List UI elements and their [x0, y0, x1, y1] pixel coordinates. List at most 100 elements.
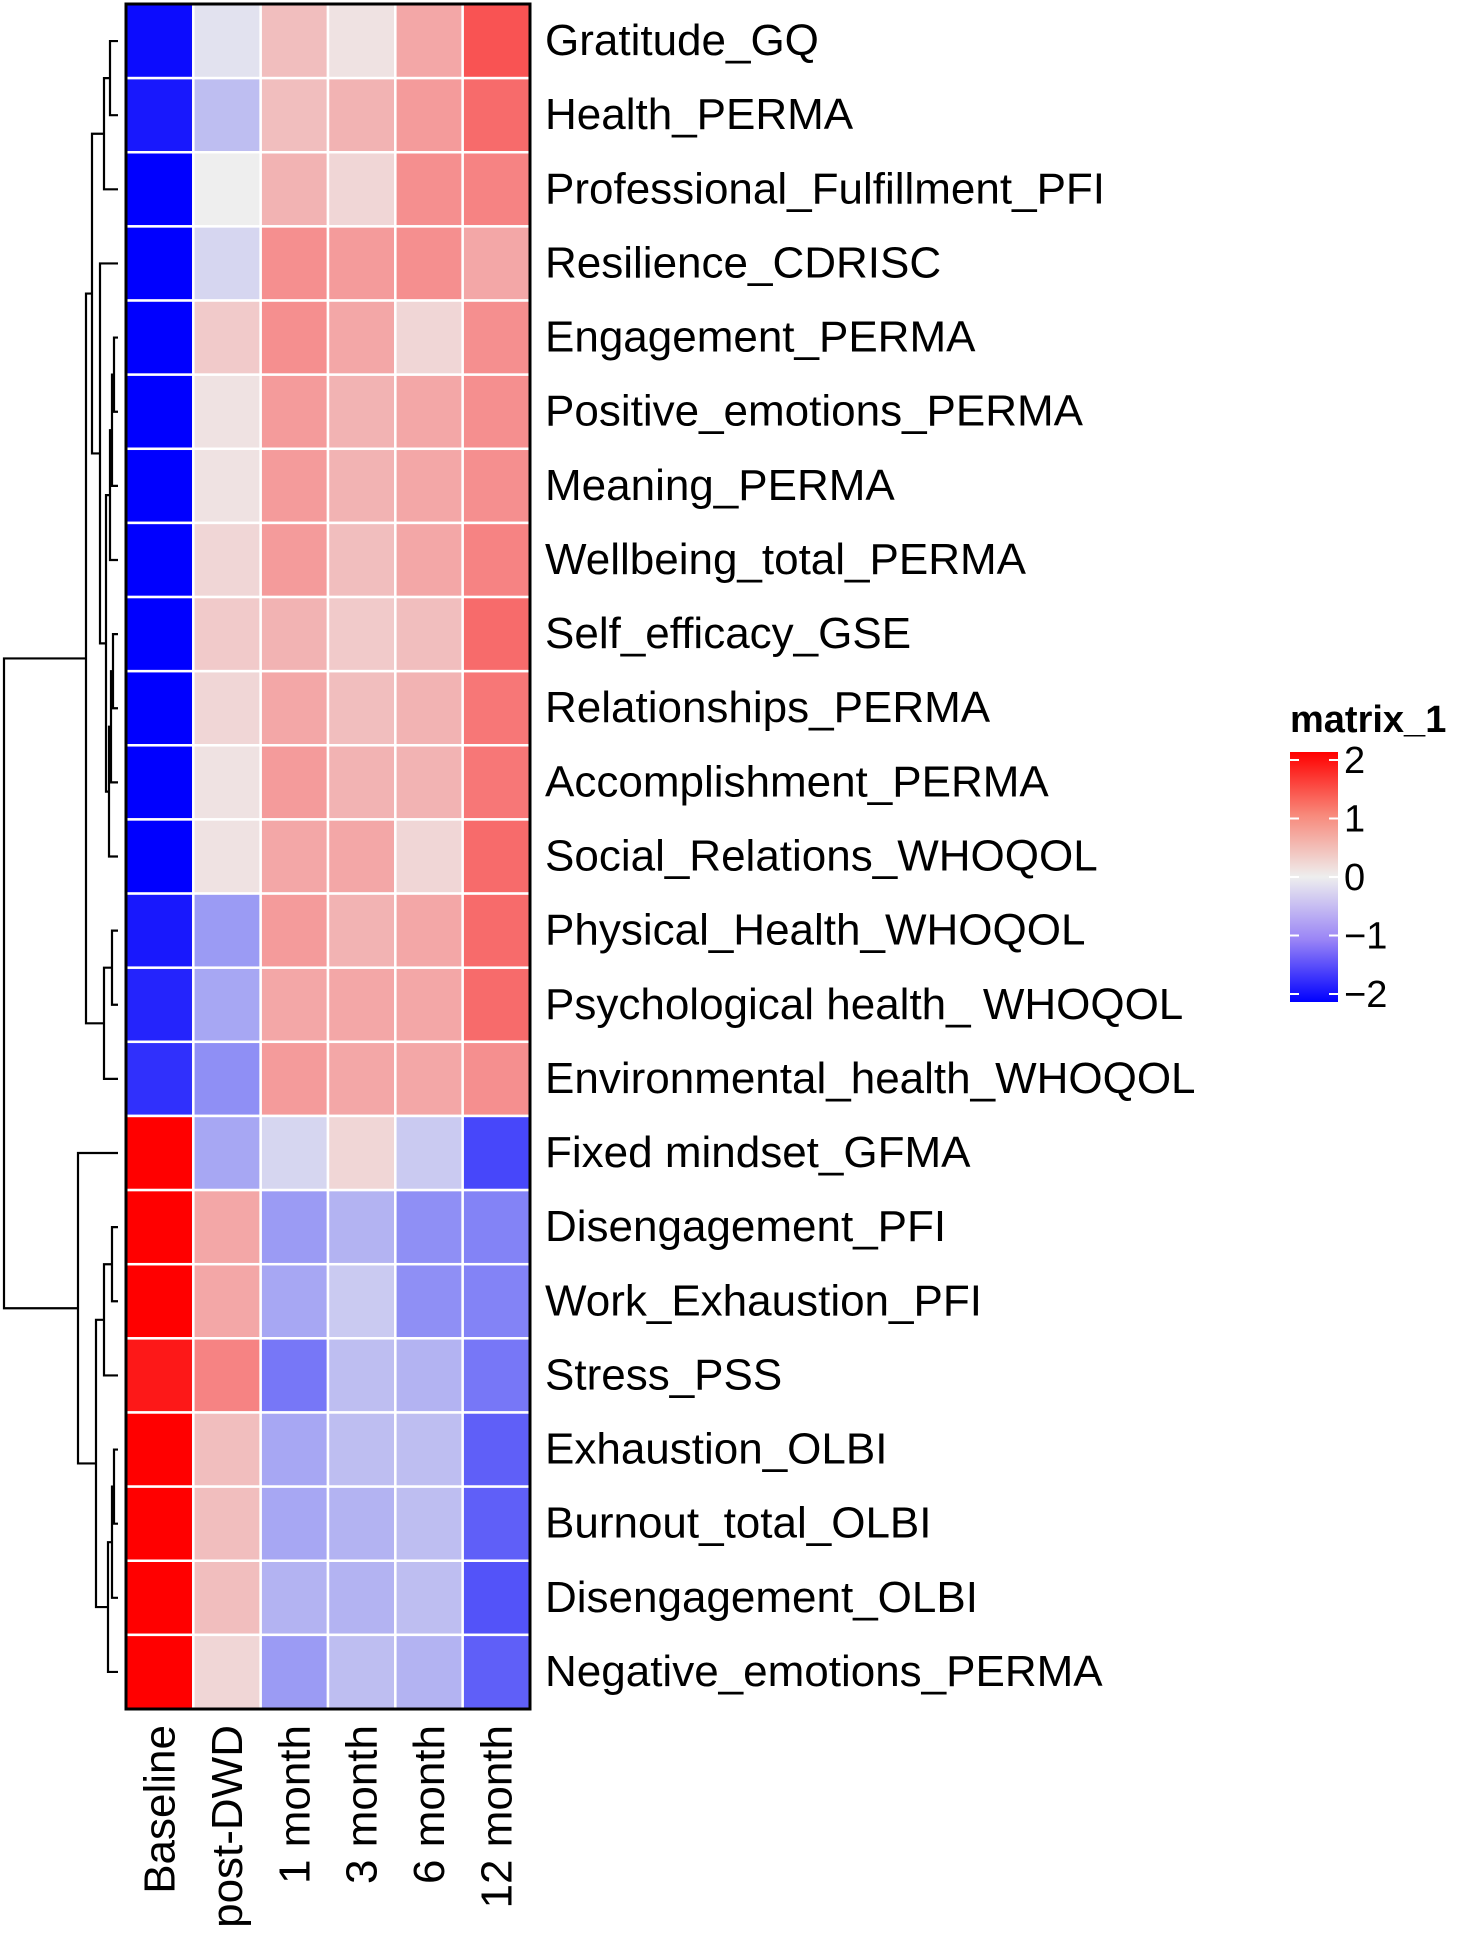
heatmap-cell: [192, 225, 262, 302]
heatmap-cell: [259, 225, 330, 302]
heatmap-cell: [461, 1040, 532, 1118]
heatmap-cell: [259, 1337, 330, 1414]
heatmap-cell: [259, 76, 330, 154]
heatmap-cell: [259, 2, 330, 80]
heatmap-cell: [259, 1633, 330, 1711]
heatmap-cell: [192, 447, 262, 525]
row-label: Environmental_health_WHOQOL: [545, 1054, 1196, 1103]
heatmap-cell: [124, 818, 195, 895]
row-dendrogram: [2, 39, 118, 1674]
heatmap-cell: [326, 744, 397, 821]
heatmap-cell: [326, 966, 397, 1044]
row-label: Self_efficacy_GSE: [545, 609, 911, 658]
heatmap-cell: [124, 373, 195, 451]
dendrogram-link: [109, 670, 118, 784]
row-label: Wellbeing_total_PERMA: [545, 535, 1027, 584]
heatmap-cell: [461, 818, 532, 895]
heatmap-cell: [461, 373, 532, 451]
heatmap-cell: [259, 595, 330, 673]
heatmap-cell: [259, 892, 330, 969]
dendrogram-link: [110, 1226, 118, 1303]
dendrogram-link: [110, 929, 118, 1006]
heatmap-cell: [124, 1262, 195, 1340]
heatmap-cell: [326, 299, 397, 376]
heatmap-cell: [326, 595, 397, 673]
heatmap-cell: [326, 373, 397, 451]
heatmap-cell: [394, 1411, 464, 1488]
row-label: Exhaustion_OLBI: [545, 1425, 887, 1474]
heatmap-cell: [192, 151, 262, 228]
heatmap-cell: [124, 892, 195, 969]
heatmap-cell: [192, 669, 262, 747]
heatmap-cell: [259, 1262, 330, 1340]
heatmap-cell: [326, 1485, 397, 1562]
heatmap-cell: [259, 818, 330, 895]
heatmap-cell: [259, 151, 330, 228]
heatmap-cell: [124, 1485, 195, 1562]
heatmap-cell: [124, 1559, 195, 1637]
heatmap-cell: [394, 1337, 464, 1414]
heatmap-cell: [394, 2, 464, 80]
legend-tick-label: 1: [1344, 799, 1365, 841]
heatmap-cell: [326, 447, 397, 525]
heatmap-cell: [192, 966, 262, 1044]
column-label: post-DWD: [203, 1725, 252, 1928]
heatmap-cell: [461, 151, 532, 228]
heatmap-cell: [394, 1485, 464, 1562]
heatmap-cell: [461, 1262, 532, 1340]
heatmap-cell: [394, 373, 464, 451]
heatmap-cell: [461, 447, 532, 525]
heatmap-cell: [192, 521, 262, 599]
heatmap-cell: [259, 966, 330, 1044]
heatmap-cell: [394, 669, 464, 747]
heatmap-cell: [461, 299, 532, 376]
heatmap-cell: [461, 1485, 532, 1562]
heatmap-cell: [394, 447, 464, 525]
heatmap-cell: [124, 1114, 195, 1192]
heatmap-cell: [326, 521, 397, 599]
heatmap-cell: [259, 447, 330, 525]
heatmap-cell: [124, 521, 195, 599]
heatmap-cell: [461, 1559, 532, 1637]
heatmap-cell: [326, 2, 397, 80]
row-label: Gratitude_GQ: [545, 16, 819, 65]
heatmap-cell: [326, 1262, 397, 1340]
column-label: 1 month: [270, 1725, 319, 1884]
heatmap-cell: [461, 1188, 532, 1266]
row-label: Social_Relations_WHOQOL: [545, 832, 1098, 881]
row-label: Burnout_total_OLBI: [545, 1499, 931, 1548]
heatmap-cell: [259, 521, 330, 599]
column-labels: Baseline post-DWD 1 month 3 month 6 month 12 …: [136, 1725, 522, 1928]
heatmap-cell: [461, 521, 532, 599]
column-label: 12 month: [472, 1725, 521, 1908]
dendrogram-link: [2, 657, 86, 1310]
heatmap-cell: [124, 669, 195, 747]
heatmap-cell: [326, 1337, 397, 1414]
heatmap-cell: [192, 373, 262, 451]
heatmap-cell: [192, 2, 262, 80]
heatmap-cell: [192, 1114, 262, 1192]
heatmap-cell: [192, 76, 262, 154]
heatmap-frame: [124, 2, 532, 1711]
row-label: Resilience_CDRISC: [545, 238, 941, 287]
column-label: 3 month: [338, 1725, 387, 1884]
heatmap-cell: [124, 447, 195, 525]
heatmap-cell: [259, 1485, 330, 1562]
heatmap-cell: [461, 2, 532, 80]
heatmap-cell: [326, 1559, 397, 1637]
heatmap-cell: [192, 1188, 262, 1266]
heatmap-cell: [192, 1262, 262, 1340]
row-label: Professional_Fulfillment_PFI: [545, 164, 1105, 213]
dendrogram-link: [90, 132, 104, 455]
heatmap-cell: [259, 669, 330, 747]
heatmap-cell: [124, 151, 195, 228]
row-label: Accomplishment_PERMA: [545, 757, 1049, 806]
legend-tick-label: −1: [1344, 916, 1387, 958]
heatmap-cell: [192, 892, 262, 969]
heatmap-cell: [192, 744, 262, 821]
row-label: Relationships_PERMA: [545, 683, 991, 732]
heatmap-cell: [192, 299, 262, 376]
heatmap-cell: [192, 1040, 262, 1118]
row-label: Stress_PSS: [545, 1350, 782, 1399]
heatmap-cell: [326, 1188, 397, 1266]
